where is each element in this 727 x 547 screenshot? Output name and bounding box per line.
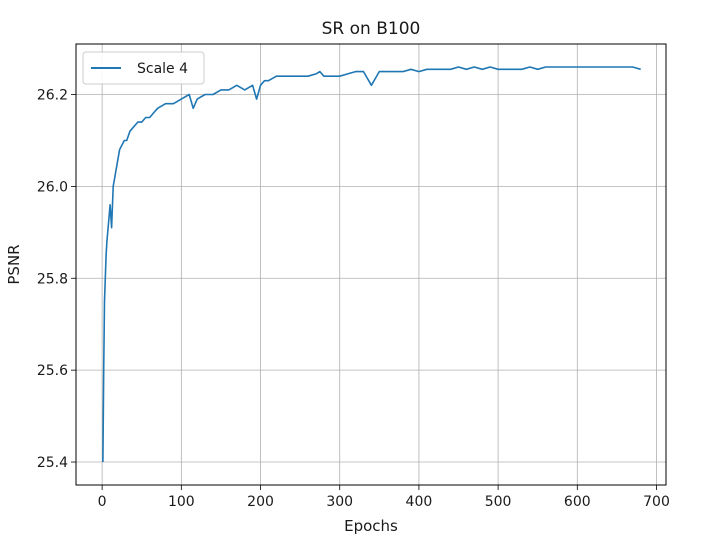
y-tick-label: 26.2 xyxy=(37,88,68,104)
axis-ticks: 0 100 200 300 400 500 600 700 25.4 25.6 25.8 26.0 26… xyxy=(37,88,670,510)
grid-lines xyxy=(76,44,666,485)
legend-label-scale-4: Scale 4 xyxy=(137,61,188,77)
y-tick-label: 25.6 xyxy=(37,363,68,379)
y-tick-label: 25.4 xyxy=(37,455,68,471)
x-tick-label: 0 xyxy=(98,494,107,510)
y-axis-label: PSNR xyxy=(5,244,23,284)
x-axis-label: Epochs xyxy=(344,517,398,535)
x-tick-label: 300 xyxy=(326,494,353,510)
x-tick-label: 100 xyxy=(168,494,195,510)
x-tick-label: 500 xyxy=(485,494,512,510)
series-layer xyxy=(102,66,641,463)
x-tick-label: 200 xyxy=(247,494,274,510)
chart-title: SR on B100 xyxy=(322,19,421,39)
legend-box xyxy=(82,51,205,85)
y-tick-label: 26.0 xyxy=(37,179,68,195)
legend: Scale 4 xyxy=(82,51,205,85)
x-tick-label: 400 xyxy=(406,494,433,510)
plot-frame xyxy=(75,43,667,486)
x-tick-label: 700 xyxy=(643,494,670,510)
series-line-0 xyxy=(102,66,641,463)
y-tick-label: 25.8 xyxy=(37,271,68,287)
x-tick-label: 600 xyxy=(564,494,591,510)
